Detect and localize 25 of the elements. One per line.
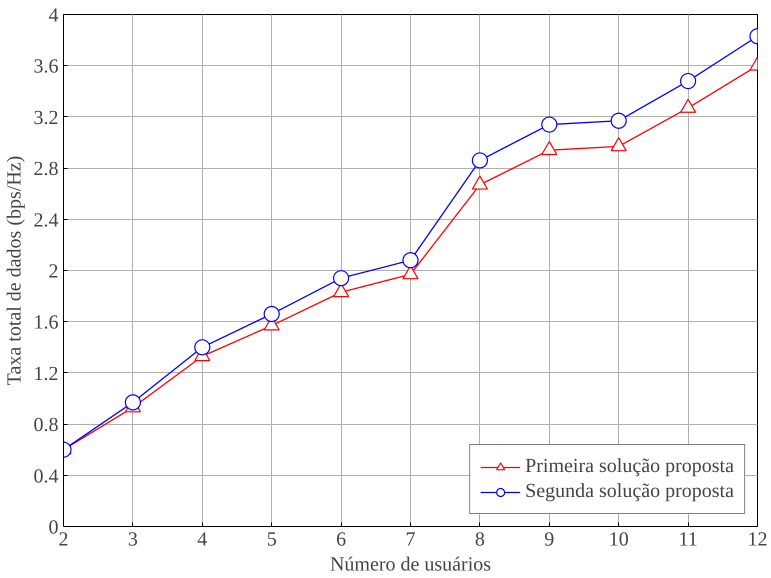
legend-label: Primeira solução proposta <box>525 455 734 478</box>
y-tick-label: 2.4 <box>34 209 58 232</box>
y-tick-label: 4 <box>48 4 58 26</box>
x-tick-label: 9 <box>544 528 554 550</box>
x-tick-label: 10 <box>608 528 629 550</box>
y-tick-label: 1.2 <box>34 362 58 385</box>
x-tick-label: 12 <box>748 528 768 550</box>
x-tick-label: 5 <box>266 528 277 550</box>
y-tick-label: 2.8 <box>34 158 58 180</box>
x-tick-label: 6 <box>336 528 346 550</box>
y-axis-title: Taxa total de dados (bps/Hz) <box>4 156 26 386</box>
y-tick-label: 2 <box>48 260 58 282</box>
x-tick-label: 4 <box>197 528 208 550</box>
x-tick-label: 7 <box>406 528 416 550</box>
y-tick-label: 0.8 <box>34 414 58 436</box>
x-axis-title: Número de usuários <box>330 554 492 576</box>
y-tick-label: 0.4 <box>34 465 58 488</box>
legend-label: Segunda solução proposta <box>525 480 734 503</box>
y-tick-label: 0 <box>48 516 58 538</box>
x-tick-label: 3 <box>128 528 138 550</box>
x-tick-label: 11 <box>678 528 698 550</box>
y-tick-label: 3.2 <box>34 106 58 129</box>
y-tick-label: 3.6 <box>34 56 58 78</box>
x-tick-label: 8 <box>474 528 485 550</box>
y-tick-label: 1.6 <box>34 312 58 334</box>
